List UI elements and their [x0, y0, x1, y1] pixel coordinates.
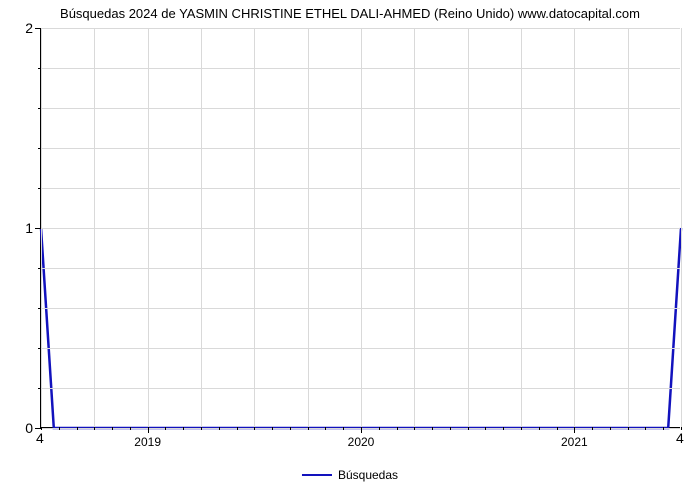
legend: Búsquedas [302, 468, 398, 482]
ytick-minor [38, 68, 41, 69]
xtick-minor [468, 427, 469, 430]
xtick-minor [130, 427, 131, 430]
gridline-horizontal [41, 268, 680, 269]
gridline-horizontal [41, 148, 680, 149]
xtick-minor [325, 427, 326, 430]
xtick-minor [450, 427, 451, 430]
xtick-minor [112, 427, 113, 430]
gridline-vertical [681, 28, 682, 427]
xtick-minor [237, 427, 238, 430]
xtick-minor [219, 427, 220, 430]
xtick-label: 2020 [348, 427, 375, 449]
xtick-minor [645, 427, 646, 430]
ytick-minor [38, 148, 41, 149]
xtick-minor [628, 427, 629, 430]
xtick-minor [521, 427, 522, 430]
gridline-horizontal [41, 68, 680, 69]
xtick-minor [592, 427, 593, 430]
xtick-minor [379, 427, 380, 430]
xtick-minor [201, 427, 202, 430]
xtick-label: 2019 [134, 427, 161, 449]
xtick-minor [77, 427, 78, 430]
chart-container: Búsquedas 2024 de YASMIN CHRISTINE ETHEL… [0, 0, 700, 500]
xtick-minor [557, 427, 558, 430]
ytick-minor [38, 388, 41, 389]
xtick-minor [59, 427, 60, 430]
ytick-minor [38, 268, 41, 269]
gridline-horizontal [41, 28, 680, 29]
xtick-minor [308, 427, 309, 430]
ytick-label: 2 [25, 20, 41, 36]
xtick-minor [539, 427, 540, 430]
xtick-minor [343, 427, 344, 430]
corner-label-left: 4 [36, 430, 44, 446]
xtick-minor [414, 427, 415, 430]
xtick-minor [432, 427, 433, 430]
gridline-horizontal [41, 108, 680, 109]
ytick-minor [38, 348, 41, 349]
xtick-minor [290, 427, 291, 430]
xtick-minor [254, 427, 255, 430]
xtick-minor [485, 427, 486, 430]
gridline-horizontal [41, 348, 680, 349]
xtick-label: 2021 [561, 427, 588, 449]
legend-label: Búsquedas [338, 468, 398, 482]
corner-label-right: 4 [676, 430, 684, 446]
gridline-horizontal [41, 228, 680, 229]
ytick-minor [38, 308, 41, 309]
xtick-minor [94, 427, 95, 430]
chart-title: Búsquedas 2024 de YASMIN CHRISTINE ETHEL… [0, 6, 700, 21]
xtick-minor [165, 427, 166, 430]
xtick-minor [272, 427, 273, 430]
plot-area: 012201920202021 [40, 28, 680, 428]
xtick-minor [663, 427, 664, 430]
gridline-horizontal [41, 188, 680, 189]
gridline-horizontal [41, 388, 680, 389]
legend-swatch [302, 474, 332, 476]
ytick-label: 1 [25, 220, 41, 236]
xtick-minor [503, 427, 504, 430]
gridline-horizontal [41, 308, 680, 309]
ytick-minor [38, 188, 41, 189]
xtick-minor [610, 427, 611, 430]
ytick-minor [38, 108, 41, 109]
xtick-minor [397, 427, 398, 430]
xtick-minor [183, 427, 184, 430]
